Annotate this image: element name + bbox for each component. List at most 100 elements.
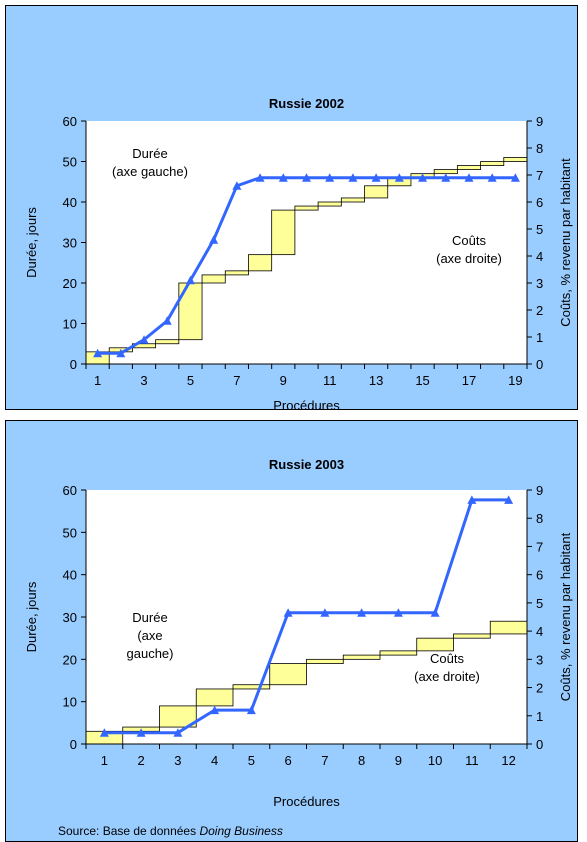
y-right-tick-label: 0 — [536, 357, 543, 372]
x-tick-label: 17 — [462, 373, 476, 388]
x-tick-label: 9 — [280, 373, 287, 388]
y-left-tick-label: 50 — [63, 525, 77, 540]
duration-step — [433, 169, 458, 175]
duration-step — [503, 157, 528, 162]
y-right-tick-label: 1 — [536, 330, 543, 345]
cost-point-marker — [393, 608, 403, 617]
cost-point-marker — [320, 608, 330, 617]
cost-point-marker — [278, 173, 288, 182]
x-tick-label: 1 — [94, 373, 101, 388]
y-right-tick-label: 7 — [536, 168, 543, 183]
x-tick-label: 15 — [415, 373, 429, 388]
chart-title: Russie 2002 — [269, 96, 344, 111]
y-right-tick-label: 4 — [536, 624, 543, 639]
y-right-tick-label: 4 — [536, 249, 543, 264]
y-right-axis-label: Coûts, % revenu par habitant — [558, 158, 573, 327]
y-right-tick-label: 2 — [536, 681, 543, 696]
cost-point-marker — [173, 728, 183, 737]
y-left-tick-label: 0 — [70, 737, 77, 752]
duration-step — [195, 688, 234, 707]
x-tick-label: 13 — [369, 373, 383, 388]
x-tick-label: 10 — [428, 753, 442, 768]
cost-point-marker — [418, 173, 428, 182]
duration-step — [159, 705, 197, 728]
annotation-costs: Coûts — [452, 233, 486, 248]
duration-step — [248, 254, 273, 272]
y-left-tick-label: 10 — [63, 317, 77, 332]
y-right-tick-label: 3 — [536, 276, 543, 291]
source-italic: Doing Business — [199, 824, 283, 838]
x-tick-label: 9 — [395, 753, 402, 768]
cost-point-marker — [232, 181, 242, 190]
cost-point-marker — [441, 173, 451, 182]
cost-point-marker — [116, 348, 126, 358]
y-right-tick-label: 1 — [536, 709, 543, 724]
duration-step — [269, 663, 307, 686]
duration-step — [480, 161, 505, 166]
duration-step — [379, 650, 418, 656]
y-left-tick-label: 20 — [63, 276, 77, 291]
y-left-tick-label: 0 — [70, 357, 77, 372]
y-right-tick-label: 3 — [536, 652, 543, 667]
y-left-tick-label: 60 — [63, 114, 77, 129]
x-tick-label: 11 — [465, 753, 479, 768]
annotation-costs: Coûts — [430, 651, 464, 666]
x-tick-label: 1 — [101, 753, 108, 768]
x-tick-label: 6 — [285, 753, 292, 768]
x-tick-label: 7 — [321, 753, 328, 768]
x-tick-label: 3 — [174, 753, 181, 768]
annotation-duration: (axe gauche) — [112, 164, 188, 179]
cost-point-marker — [504, 495, 514, 504]
duration-step — [271, 209, 296, 256]
cost-point-marker — [283, 608, 293, 617]
duration-step — [340, 197, 365, 203]
duration-step — [489, 620, 528, 635]
duration-step — [317, 201, 342, 207]
cost-point-marker — [487, 173, 497, 182]
y-right-tick-label: 8 — [536, 141, 543, 156]
y-right-tick-label: 6 — [536, 568, 543, 583]
cost-point-marker — [348, 173, 358, 182]
x-axis-label: Procédures — [273, 794, 340, 809]
cost-point-marker — [357, 608, 367, 617]
x-tick-label: 12 — [501, 753, 515, 768]
x-tick-label: 5 — [248, 753, 255, 768]
y-right-tick-label: 7 — [536, 539, 543, 554]
cost-point-marker — [430, 608, 440, 617]
cost-point-marker — [136, 728, 146, 737]
x-tick-label: 4 — [211, 753, 218, 768]
duration-step — [416, 637, 454, 652]
duration-step — [155, 339, 180, 345]
duration-step — [453, 633, 491, 639]
cost-point-marker — [302, 173, 311, 182]
y-left-tick-label: 10 — [63, 695, 77, 710]
cost-point-marker — [185, 275, 195, 285]
duration-step — [201, 274, 226, 284]
annotation-costs: (axe droite) — [436, 251, 502, 266]
chart-panel-2002: Russie 2002 0 10 20 30 40 50 60 0 1 2 3 4 5 6 7 8 9 1 3 5 7 9 1… — [5, 5, 578, 413]
y-right-tick-label: 8 — [536, 511, 543, 526]
y-right-tick-label: 0 — [536, 737, 543, 752]
cost-point-marker — [371, 173, 381, 182]
duration-step — [342, 654, 381, 660]
x-tick-label: 5 — [187, 373, 194, 388]
plot-area — [86, 490, 527, 744]
duration-step — [294, 205, 319, 211]
source-note: Source: Base de données Doing Business — [58, 824, 283, 838]
y-left-tick-label: 30 — [63, 610, 77, 625]
y-right-tick-label: 5 — [536, 596, 543, 611]
cost-point-marker — [246, 705, 256, 715]
annotation-duration: (axe — [137, 628, 162, 643]
y-right-tick-label: 6 — [536, 195, 543, 210]
cost-line — [104, 498, 509, 735]
x-tick-label: 7 — [233, 373, 240, 388]
y-left-axis-label: Durée, jours — [24, 207, 39, 278]
duration-step — [224, 270, 249, 276]
cost-point-marker — [162, 316, 172, 325]
cost-point-marker — [510, 173, 520, 182]
y-right-tick-label: 9 — [536, 114, 543, 129]
y-left-tick-label: 50 — [63, 155, 77, 170]
y-right-axis-label: Coûts, % revenu par habitant — [558, 532, 573, 701]
